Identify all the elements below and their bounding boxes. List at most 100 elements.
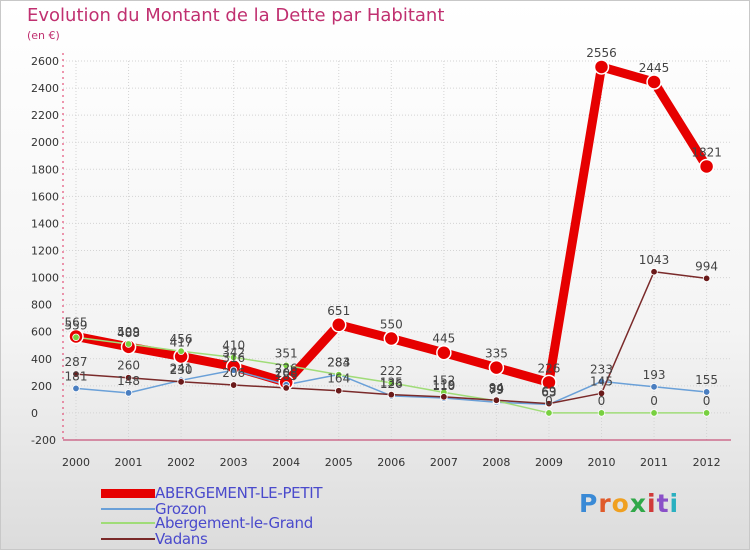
data-label-0: 342 [222, 346, 245, 360]
data-label-0: 565 [65, 315, 88, 329]
chart-unit: (en €) [27, 29, 60, 42]
legend-item-grozon[interactable]: Grozon [101, 500, 207, 518]
data-label-2: 0 [598, 394, 606, 408]
x-tick-label: 2012 [693, 456, 721, 469]
data-point-0 [488, 359, 505, 376]
y-tick-label: 800 [31, 299, 52, 312]
x-tick-label: 2006 [377, 456, 405, 469]
data-label-2: 410 [222, 338, 245, 352]
data-point-2 [124, 340, 133, 348]
y-tick-label: 1200 [31, 245, 59, 258]
legend-label-abergement-le-grand: Abergement-le-Grand [155, 514, 313, 532]
data-point-0 [593, 59, 610, 75]
legend-swatch-vadans [101, 538, 155, 540]
data-point-2 [229, 353, 238, 362]
data-label-0: 2445 [639, 61, 670, 75]
x-tick-label: 2000 [62, 456, 90, 469]
data-point-1 [72, 384, 80, 393]
data-label-0: 445 [432, 332, 455, 346]
data-label-2: 456 [170, 332, 193, 346]
data-label-2: 0 [650, 394, 658, 408]
data-label-3: 994 [695, 259, 718, 273]
data-label-1: 316 [222, 351, 245, 365]
data-label-1: 241 [170, 361, 193, 375]
logo-letter: i [647, 489, 657, 518]
legend-label-grozon: Grozon [155, 500, 207, 518]
x-tick-label: 2003 [220, 456, 248, 469]
data-label-1: 208 [275, 366, 298, 380]
data-label-1: 63 [541, 385, 556, 399]
legend-item-abergement-le-petit[interactable]: ABERGEMENT-LE-PETIT [101, 484, 323, 502]
data-point-0 [541, 374, 557, 391]
data-point-3 [335, 387, 343, 395]
data-label-0: 488 [117, 326, 140, 340]
data-label-3: 287 [65, 355, 88, 369]
data-point-3 [492, 396, 501, 404]
y-tick-label: 2200 [31, 109, 59, 122]
data-point-2 [72, 333, 80, 341]
axis-layer: -200020040060080010001200140016001800200… [31, 53, 731, 469]
data-point-1 [597, 377, 606, 386]
data-label-2: 283 [327, 356, 350, 370]
data-label-0: 550 [380, 317, 403, 331]
data-label-0: 1821 [691, 145, 722, 159]
y-tick-label: 1400 [31, 217, 59, 230]
x-tick-label: 2007 [430, 456, 458, 469]
chart-title: Evolution du Montant de la Dette par Hab… [27, 5, 445, 26]
y-tick-label: 600 [31, 326, 52, 339]
series-layer [68, 59, 715, 417]
legend-item-vadans[interactable]: Vadans [101, 530, 208, 548]
logo-letter: P [579, 489, 599, 518]
data-label-2: 351 [275, 346, 298, 360]
y-tick-label: 0 [31, 407, 38, 420]
data-label-0: 651 [327, 304, 350, 318]
y-tick-label: 2000 [31, 136, 59, 149]
logo-letter: t [656, 489, 670, 518]
data-label-1: 155 [695, 373, 718, 387]
legend-label-abergement-le-petit: ABERGEMENT-LE-PETIT [155, 484, 323, 502]
data-label-1: 193 [643, 368, 666, 382]
label-layer: 565 488 417 342 226 651 550 445 335 226 2556 2445 18… [65, 46, 722, 408]
x-tick-label: 2008 [482, 456, 510, 469]
y-tick-label: 1000 [31, 272, 59, 285]
proxiti-logo: Proxiti [579, 489, 679, 518]
legend-swatch-abergement-le-grand [101, 522, 155, 524]
data-point-3 [387, 390, 395, 399]
x-tick-label: 2009 [535, 456, 563, 469]
data-point-2 [702, 409, 711, 417]
data-label-3: 230 [170, 363, 193, 377]
legend-item-abergement-le-grand[interactable]: Abergement-le-Grand [101, 514, 313, 532]
data-label-2: 89 [489, 382, 504, 396]
data-point-1 [702, 388, 711, 396]
x-tick-label: 2004 [272, 456, 300, 469]
data-label-1: 79 [489, 383, 504, 397]
data-label-3: 164 [327, 372, 350, 386]
data-label-0: 2556 [586, 46, 617, 60]
data-label-3: 135 [380, 376, 403, 390]
data-point-2 [545, 409, 553, 417]
data-point-3 [124, 374, 133, 382]
data-point-3 [650, 268, 658, 276]
data-point-3 [282, 384, 290, 392]
data-label-2: 0 [545, 394, 553, 408]
data-point-0 [646, 74, 662, 90]
data-label-3: 260 [117, 359, 140, 373]
data-label-2: 222 [380, 364, 403, 378]
logo-letter: o [611, 489, 630, 518]
data-point-0 [331, 317, 347, 333]
data-point-3 [597, 389, 606, 398]
data-label-3: 69 [541, 385, 556, 399]
y-tick-label: 2600 [31, 55, 59, 68]
data-label-2: 509 [117, 325, 140, 339]
y-tick-label: 1800 [31, 163, 59, 176]
data-label-1: 284 [327, 355, 350, 369]
data-label-3: 145 [590, 374, 613, 388]
data-label-1: 148 [117, 374, 140, 388]
data-label-0: 226 [537, 361, 560, 375]
y-tick-label: -200 [31, 434, 56, 447]
data-label-1: 233 [590, 362, 613, 376]
legend-swatch-abergement-le-petit [101, 488, 155, 498]
data-point-1 [229, 366, 238, 374]
x-tick-label: 2011 [640, 456, 668, 469]
data-point-3 [440, 393, 448, 401]
